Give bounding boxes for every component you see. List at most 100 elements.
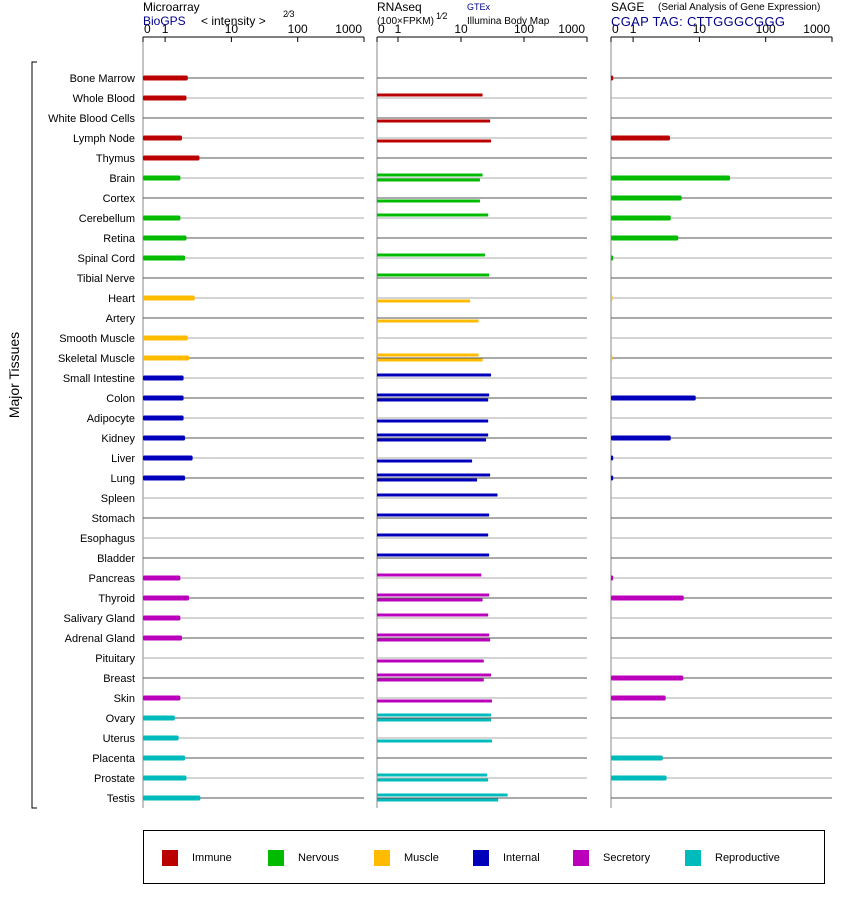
tissue-label: Smooth Muscle: [59, 333, 135, 345]
illumina-bar: [377, 739, 492, 743]
tissue-label: Salivary Gland: [63, 613, 135, 625]
illumina-bar: [377, 798, 499, 802]
sage-bar: [611, 355, 613, 361]
sage-bar: [611, 255, 614, 261]
illumina-bar: [377, 398, 489, 402]
sage-bar: [611, 455, 614, 461]
microarray-bar: [143, 175, 181, 181]
legend-swatch: [473, 850, 489, 866]
microarray-bar: [143, 235, 187, 241]
legend-label: Reproductive: [715, 852, 780, 864]
gtex-bar: [377, 93, 483, 97]
x-tick-label: 0: [612, 22, 619, 36]
gtex-bar: [377, 273, 490, 277]
rnaseq-scale: (100×FPKM): [377, 16, 434, 27]
gtex-bar: [377, 613, 489, 617]
gtex-bar: [377, 213, 489, 217]
legend-swatch: [374, 850, 390, 866]
illumina-bar: [377, 139, 492, 143]
tissue-label: Skeletal Muscle: [58, 353, 135, 365]
microarray-bar: [143, 755, 186, 761]
microarray-bar: [143, 215, 181, 221]
illumina-bar: [377, 319, 479, 323]
tissue-label: Spinal Cord: [78, 253, 135, 265]
tissue-label: Uterus: [103, 733, 136, 745]
microarray-scale: < intensity >: [201, 14, 266, 28]
tissue-label: Testis: [107, 793, 136, 805]
sage-bar: [611, 435, 671, 441]
tissue-label: Artery: [106, 313, 136, 325]
gtex-bar: [377, 633, 490, 637]
illumina-bar: [377, 299, 471, 303]
gtex-bar: [377, 773, 488, 777]
tissue-label: Brain: [109, 173, 135, 185]
microarray-bar: [143, 455, 193, 461]
sage-title: SAGE: [611, 0, 645, 14]
sage-bar: [611, 295, 613, 301]
microarray-bar: [143, 615, 181, 621]
x-tick-label: 100: [514, 22, 534, 36]
tissue-label: Bone Marrow: [70, 73, 135, 85]
microarray-bar: [143, 415, 184, 421]
tissue-label: Liver: [111, 453, 135, 465]
microarray-bar: [143, 735, 179, 741]
x-tick-label: 0: [144, 22, 151, 36]
sage-bar: [611, 395, 696, 401]
legend-label: Secretory: [603, 852, 651, 864]
sage-bar: [611, 135, 670, 141]
microarray-bar: [143, 795, 201, 801]
tissue-label: Thymus: [96, 153, 136, 165]
gtex-bar: [377, 353, 479, 357]
gtex-bar: [377, 533, 489, 537]
sage-bar: [611, 75, 614, 81]
x-tick-label: 1000: [803, 22, 830, 36]
microarray-bar: [143, 255, 186, 261]
gtex-bar: [377, 253, 485, 257]
legend-item-immune: Immune: [162, 850, 232, 866]
sage-bar: [611, 775, 667, 781]
sage-description: (Serial Analysis of Gene Expression): [658, 2, 821, 13]
tissue-label: Ovary: [106, 713, 136, 725]
y-axis-label: Major Tissues: [6, 332, 22, 418]
tissue-label: Cortex: [103, 193, 136, 205]
gtex-bar: [377, 373, 492, 377]
illumina-body-map-label: Illumina Body Map: [467, 16, 550, 27]
sage-bar: [611, 695, 666, 701]
tissue-label: Lung: [111, 473, 135, 485]
tissue-label: Placenta: [92, 753, 136, 765]
sage-bar: [611, 575, 614, 581]
microarray-bar: [143, 635, 183, 641]
tissue-label: Bladder: [97, 553, 135, 565]
microarray-bar: [143, 695, 181, 701]
tissue-label: Skin: [114, 693, 135, 705]
sage-tag-link[interactable]: CGAP TAG: CTTGGGCGGG: [611, 14, 786, 29]
x-tick-label: 10: [225, 22, 239, 36]
tissue-label: Lymph Node: [73, 133, 135, 145]
x-tick-label: 1: [395, 22, 402, 36]
legend-swatch: [685, 850, 701, 866]
biogps-link[interactable]: BioGPS: [143, 14, 186, 28]
gtex-bar: [377, 553, 490, 557]
sage-bar: [611, 195, 682, 201]
illumina-bar: [377, 659, 484, 663]
tissue-label: Kidney: [101, 433, 135, 445]
tissue-label: Whole Blood: [73, 93, 135, 105]
gtex-bar: [377, 573, 482, 577]
illumina-bar: [377, 778, 489, 782]
legend-label: Internal: [503, 852, 540, 864]
rnaseq-exponent: 1⁄2: [436, 11, 448, 21]
gtex-bar: [377, 433, 489, 437]
microarray-bar: [143, 395, 184, 401]
microarray-bar: [143, 595, 190, 601]
microarray-bar: [143, 355, 190, 361]
gtex-link[interactable]: GTEx: [467, 2, 491, 12]
illumina-bar: [377, 638, 491, 642]
microarray-bar: [143, 575, 181, 581]
tissue-label: Breast: [103, 673, 135, 685]
gtex-bar: [377, 713, 492, 717]
microarray-bar: [143, 95, 187, 101]
legend-label: Muscle: [404, 852, 439, 864]
sage-bar: [611, 235, 679, 241]
tissue-label: Heart: [108, 293, 135, 305]
legend-swatch: [162, 850, 178, 866]
